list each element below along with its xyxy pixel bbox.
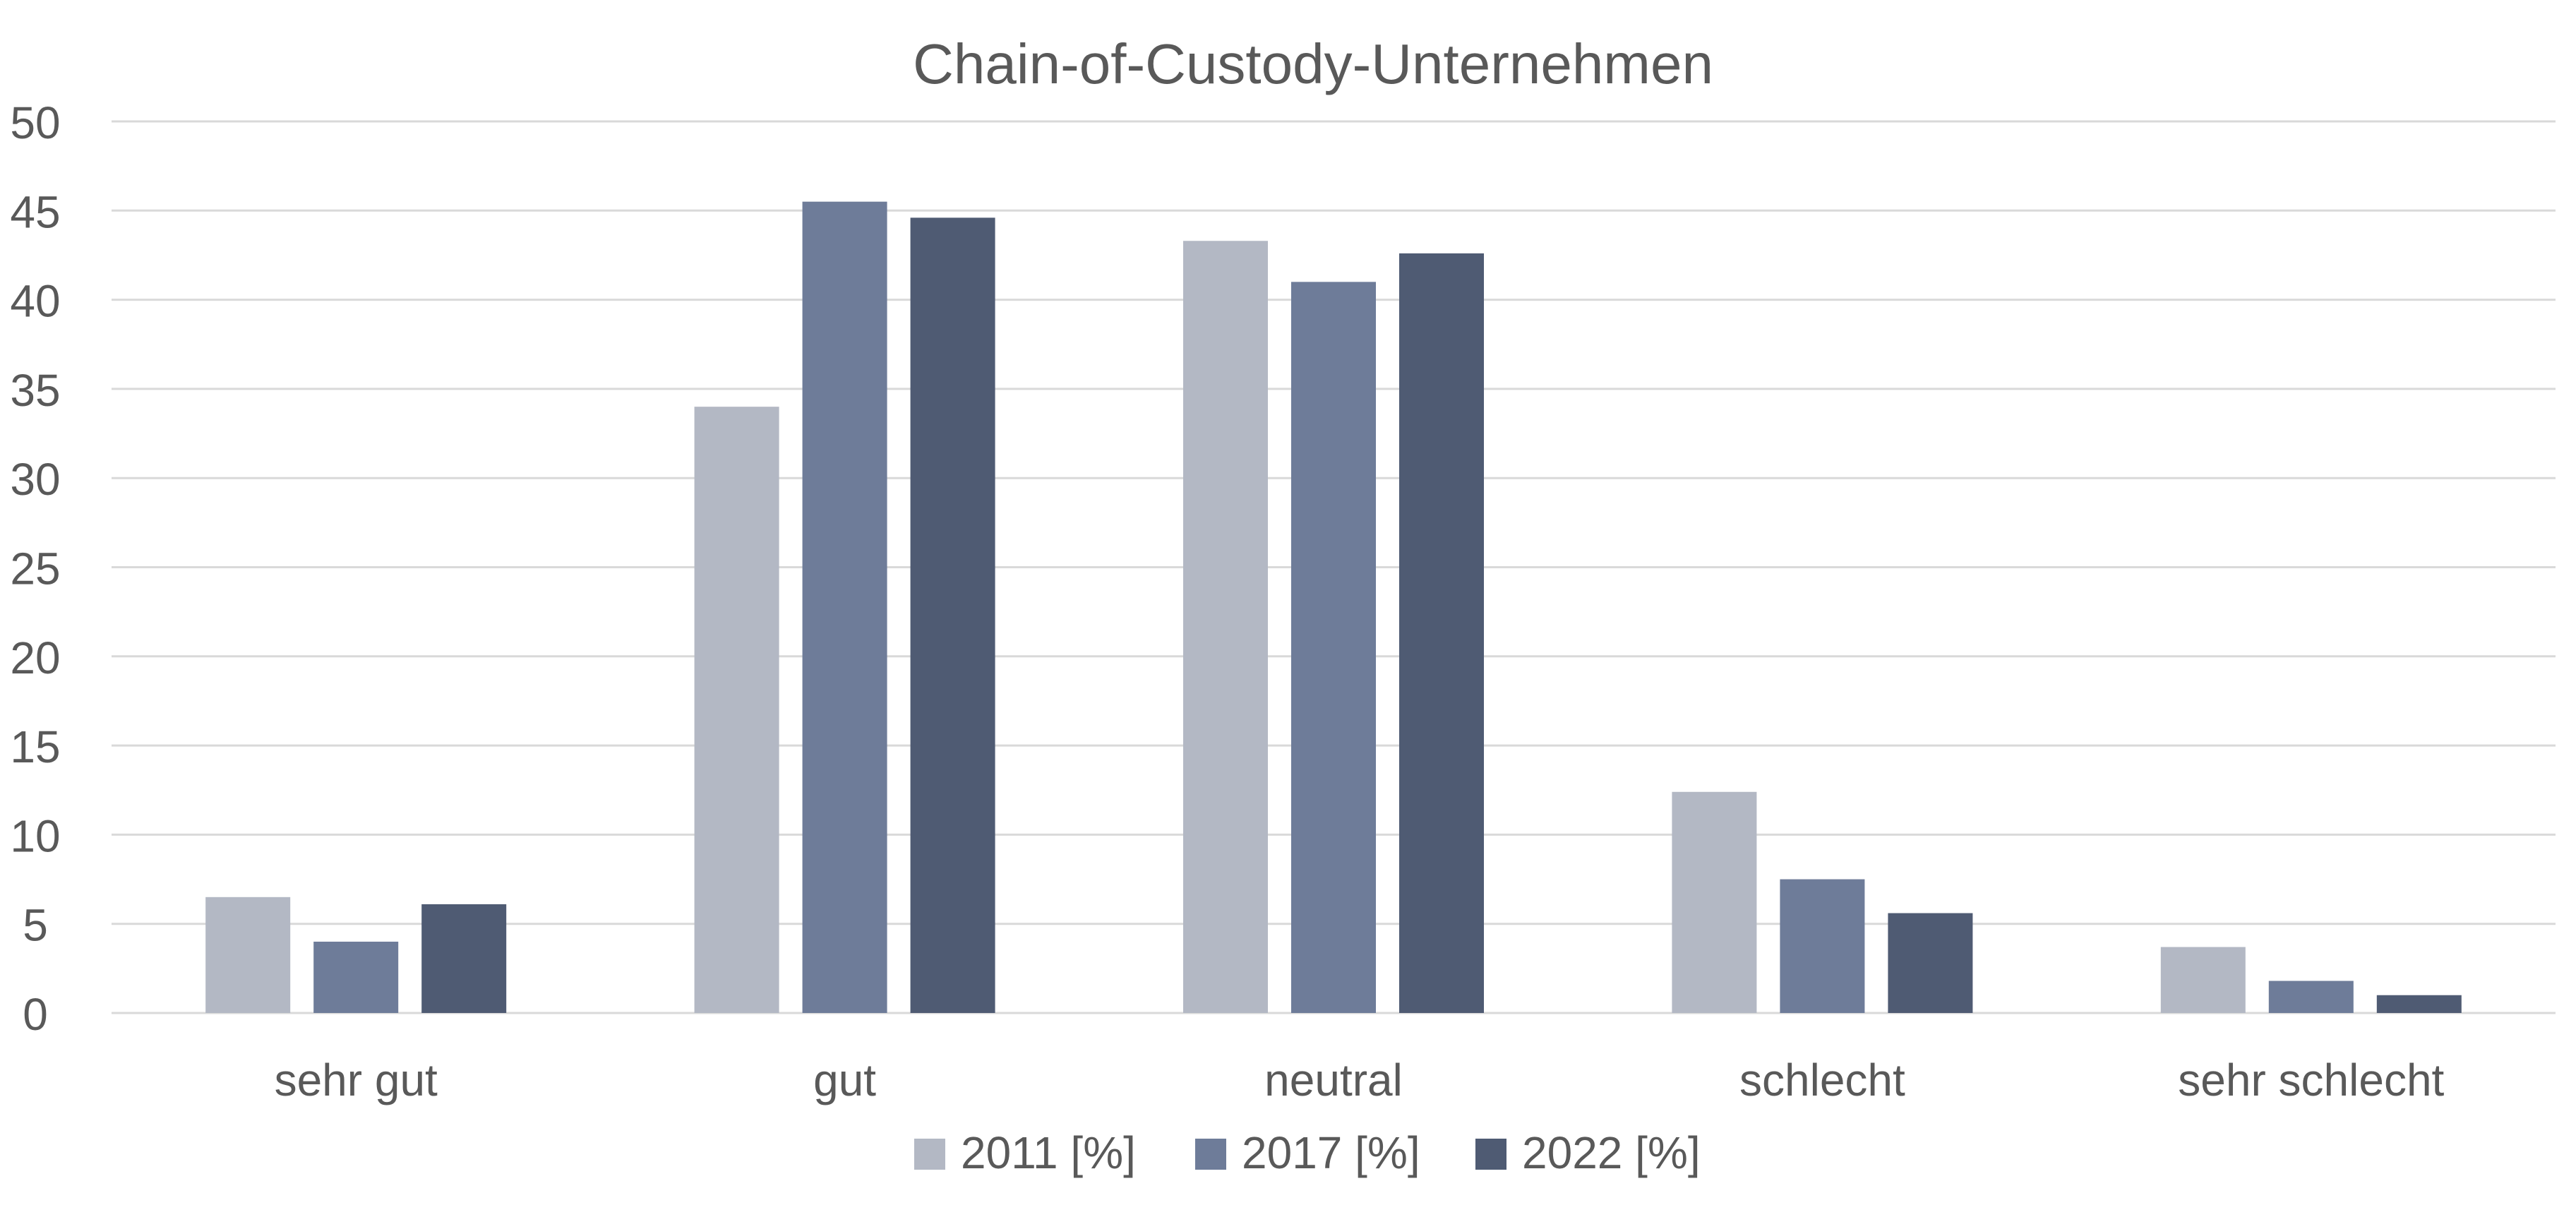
bar-2017-sehr-schlecht <box>2268 981 2354 1013</box>
x-category-label: sehr schlecht <box>2178 1055 2444 1105</box>
legend-label: 2022 [%] <box>1522 1127 1701 1178</box>
bar-2011-sehr-schlecht <box>2160 947 2246 1013</box>
y-tick-label: 0 <box>23 989 48 1040</box>
bar-2022-schlecht <box>1888 913 1973 1013</box>
legend-label: 2011 [%] <box>961 1127 1136 1178</box>
y-tick-label: 45 <box>10 186 60 237</box>
y-tick-label: 40 <box>10 276 60 327</box>
y-axis-ticks: 0 5 10 15 20 25 30 35 40 45 50 <box>10 97 60 1040</box>
bar-2022-gut <box>910 217 995 1013</box>
bars <box>205 201 2462 1014</box>
bar-2011-neutral <box>1183 241 1268 1014</box>
legend-swatch <box>1195 1139 1226 1170</box>
x-category-label: gut <box>813 1055 876 1105</box>
bar-2011-schlecht <box>1672 791 1757 1013</box>
y-tick-label: 10 <box>10 810 60 861</box>
bar-2017-gut <box>802 201 887 1013</box>
legend-swatch <box>914 1139 945 1170</box>
bar-2022-sehr-schlecht <box>2376 995 2462 1013</box>
bar-2011-sehr-gut <box>205 897 291 1013</box>
bar-2017-neutral <box>1291 282 1376 1014</box>
y-tick-label: 25 <box>10 544 60 594</box>
bar-2022-neutral <box>1399 253 1484 1013</box>
bar-2017-schlecht <box>1780 879 1865 1013</box>
x-category-label: neutral <box>1264 1055 1403 1105</box>
y-tick-label: 20 <box>10 633 60 683</box>
y-tick-label: 30 <box>10 454 60 505</box>
bar-2022-sehr-gut <box>421 904 507 1013</box>
bar-2017-sehr-gut <box>313 941 399 1013</box>
y-tick-label: 35 <box>10 365 60 416</box>
y-tick-label: 15 <box>10 721 60 772</box>
x-category-label: schlecht <box>1739 1055 1905 1105</box>
x-axis-labels: sehr gut gut neutral schlecht sehr schlecht <box>275 1055 2445 1105</box>
legend-swatch <box>1475 1139 1506 1170</box>
legend-label: 2017 [%] <box>1242 1127 1420 1178</box>
bar-2011-gut <box>694 407 779 1013</box>
y-tick-label: 5 <box>23 900 48 951</box>
legend: 2011 [%] 2017 [%] 2022 [%] <box>914 1127 1701 1178</box>
y-tick-label: 50 <box>10 97 60 148</box>
x-category-label: sehr gut <box>275 1055 438 1105</box>
chart-title: Chain-of-Custody-Unternehmen <box>913 32 1713 95</box>
